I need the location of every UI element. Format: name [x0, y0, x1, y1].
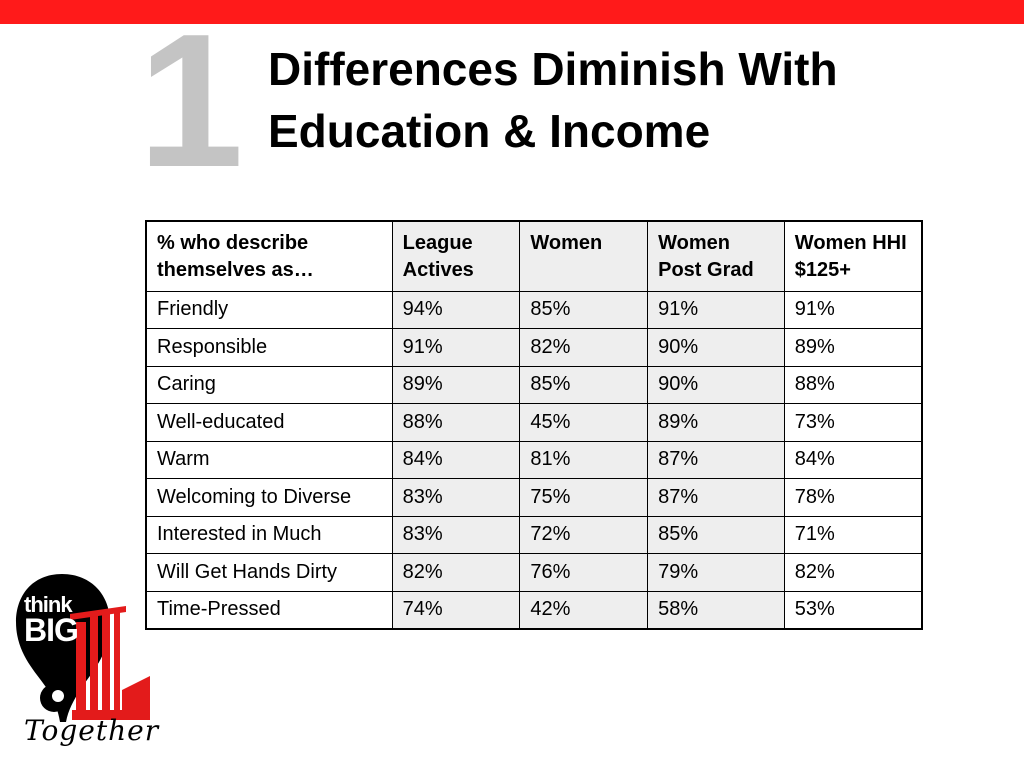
logo-graphic-icon — [16, 574, 150, 722]
value-cell: 94% — [391, 290, 521, 329]
value-cell: 76% — [519, 553, 649, 592]
logo-think-text: think — [24, 592, 73, 617]
table-row: Warm 84% 81% 87% 84% — [145, 440, 923, 479]
row-label-cell: Interested in Much — [145, 515, 393, 554]
header-cell: Women Post Grad — [647, 220, 785, 292]
value-cell: 89% — [783, 328, 923, 367]
value-cell: 88% — [783, 365, 923, 404]
value-cell: 71% — [783, 515, 923, 554]
value-cell: 72% — [519, 515, 649, 554]
slide-number: 1 — [138, 0, 244, 207]
value-cell: 74% — [391, 590, 521, 629]
value-cell: 91% — [783, 290, 923, 329]
value-cell: 83% — [391, 478, 521, 517]
table-row: Welcoming to Diverse 83% 75% 87% 78% — [145, 478, 923, 517]
value-cell: 53% — [783, 590, 923, 629]
title-line-1: Differences Diminish With — [268, 43, 838, 95]
logo-together-text: Together — [24, 714, 160, 747]
slide-title: Differences Diminish With Education & In… — [268, 38, 968, 162]
table-body: Friendly 94% 85% 91% 91% Responsible 91% 82% 90%… — [145, 290, 923, 629]
header-cell: Women — [519, 220, 649, 292]
value-cell: 78% — [783, 478, 923, 517]
survey-table: % who describe themselves as… League Act… — [145, 220, 923, 630]
header-cell: Women HHI $125+ — [783, 220, 923, 292]
value-cell: 82% — [783, 553, 923, 592]
value-cell: 90% — [647, 328, 785, 367]
value-cell: 42% — [519, 590, 649, 629]
value-cell: 83% — [391, 515, 521, 554]
value-cell: 58% — [647, 590, 785, 629]
table-header-row: % who describe themselves as… League Act… — [145, 220, 923, 292]
top-accent-bar — [0, 0, 1024, 24]
row-label-cell: Will Get Hands Dirty — [145, 553, 393, 592]
row-label-cell: Friendly — [145, 290, 393, 329]
header-cell: % who describe themselves as… — [145, 220, 393, 292]
logo-big-text: BIG — [24, 612, 79, 648]
row-label-cell: Time-Pressed — [145, 590, 393, 629]
value-cell: 89% — [647, 403, 785, 442]
value-cell: 73% — [783, 403, 923, 442]
value-cell: 85% — [519, 365, 649, 404]
title-line-2: Education & Income — [268, 105, 711, 157]
value-cell: 85% — [647, 515, 785, 554]
header-cell: League Actives — [391, 220, 521, 292]
table-row: Caring 89% 85% 90% 88% — [145, 365, 923, 404]
value-cell: 75% — [519, 478, 649, 517]
table-row: Responsible 91% 82% 90% 89% — [145, 328, 923, 367]
value-cell: 89% — [391, 365, 521, 404]
value-cell: 82% — [519, 328, 649, 367]
value-cell: 91% — [647, 290, 785, 329]
row-label-cell: Welcoming to Diverse — [145, 478, 393, 517]
row-label-cell: Well-educated — [145, 403, 393, 442]
value-cell: 84% — [783, 440, 923, 479]
row-label-cell: Responsible — [145, 328, 393, 367]
value-cell: 45% — [519, 403, 649, 442]
value-cell: 87% — [647, 478, 785, 517]
row-label-cell: Caring — [145, 365, 393, 404]
value-cell: 90% — [647, 365, 785, 404]
value-cell: 87% — [647, 440, 785, 479]
value-cell: 82% — [391, 553, 521, 592]
value-cell: 84% — [391, 440, 521, 479]
table-row: Well-educated 88% 45% 89% 73% — [145, 403, 923, 442]
think-big-together-logo: think BIG Together — [14, 572, 164, 762]
value-cell: 85% — [519, 290, 649, 329]
table-row: Will Get Hands Dirty 82% 76% 79% 82% — [145, 553, 923, 592]
value-cell: 79% — [647, 553, 785, 592]
table-row: Friendly 94% 85% 91% 91% — [145, 290, 923, 329]
value-cell: 88% — [391, 403, 521, 442]
row-label-cell: Warm — [145, 440, 393, 479]
table-row: Interested in Much 83% 72% 85% 71% — [145, 515, 923, 554]
value-cell: 91% — [391, 328, 521, 367]
table-row: Time-Pressed 74% 42% 58% 53% — [145, 590, 923, 629]
value-cell: 81% — [519, 440, 649, 479]
